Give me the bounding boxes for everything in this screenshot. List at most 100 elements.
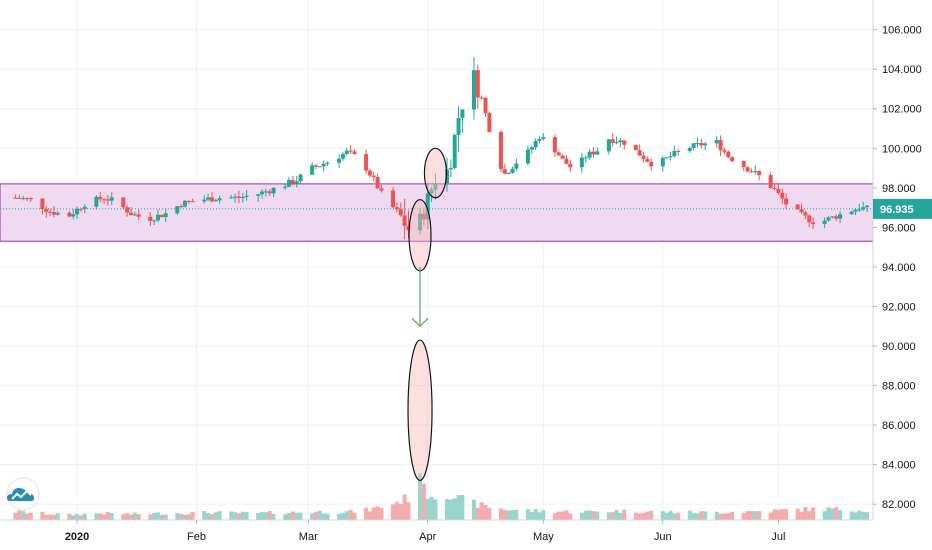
candle-body[interactable] [718, 140, 723, 151]
candle-body[interactable] [317, 166, 322, 168]
candle-body[interactable] [660, 158, 665, 167]
candle-body[interactable] [591, 151, 596, 155]
candle-body[interactable] [344, 150, 349, 154]
candle-body[interactable] [857, 209, 862, 211]
candle-body[interactable] [51, 212, 56, 215]
candle-body[interactable] [475, 70, 480, 98]
candle-body[interactable] [691, 143, 696, 149]
candle-body[interactable] [425, 193, 430, 220]
candle-body[interactable] [595, 151, 600, 155]
candle-body[interactable] [448, 168, 453, 170]
candle-body[interactable] [537, 139, 542, 141]
candle-body[interactable] [799, 209, 804, 213]
candle-body[interactable] [433, 183, 438, 190]
candle-body[interactable] [163, 213, 168, 218]
candle-body[interactable] [745, 167, 750, 172]
candle-body[interactable] [776, 188, 781, 193]
candle-body[interactable] [325, 162, 330, 164]
candle-body[interactable] [849, 211, 854, 215]
candle-body[interactable] [487, 113, 492, 132]
candle-body[interactable] [483, 97, 488, 114]
candle-body[interactable] [622, 140, 627, 145]
candle-body[interactable] [610, 139, 615, 143]
candle-body[interactable] [807, 215, 812, 223]
candle-body[interactable] [668, 156, 673, 158]
candle-body[interactable] [699, 143, 704, 146]
candle-body[interactable] [861, 207, 866, 210]
candle-body[interactable] [614, 142, 619, 144]
candle-body[interactable] [152, 220, 157, 222]
candle-body[interactable] [129, 212, 134, 216]
time-axis[interactable]: 2020 Feb Mar Apr May Jun Jul [0, 519, 873, 543]
candle-body[interactable] [294, 181, 299, 184]
candle-body[interactable] [506, 172, 511, 174]
candle-body[interactable] [398, 209, 403, 216]
candle-body[interactable] [379, 188, 384, 191]
candle-body[interactable] [429, 189, 434, 194]
candle-body[interactable] [510, 168, 515, 173]
candle-body[interactable] [267, 191, 272, 194]
candle-body[interactable] [229, 197, 234, 199]
candle-body[interactable] [132, 214, 137, 216]
candle-body[interactable] [830, 216, 835, 218]
candle-body[interactable] [633, 144, 638, 151]
candle-body[interactable] [703, 143, 708, 146]
candle-body[interactable] [352, 151, 357, 155]
candle-body[interactable] [155, 214, 160, 221]
candle-body[interactable] [402, 215, 407, 226]
candle-body[interactable] [418, 213, 423, 231]
candle-body[interactable] [190, 201, 195, 203]
candle-body[interactable] [136, 214, 141, 217]
candle-body[interactable] [202, 199, 207, 202]
candle-body[interactable] [741, 161, 746, 168]
candle-body[interactable] [179, 206, 184, 208]
candle-body[interactable] [445, 169, 449, 184]
candle-body[interactable] [364, 154, 369, 171]
candle-body[interactable] [564, 158, 569, 164]
down-arrow-head[interactable] [411, 317, 429, 328]
candle-body[interactable] [394, 207, 399, 210]
candle-body[interactable] [321, 163, 326, 167]
candle-body[interactable] [260, 191, 265, 195]
candle-body[interactable] [55, 212, 60, 215]
candle-body[interactable] [583, 157, 588, 159]
candle-body[interactable] [649, 161, 654, 167]
candle-body[interactable] [337, 158, 342, 163]
candle-body[interactable] [456, 117, 461, 136]
candle-body[interactable] [371, 175, 376, 178]
candle-body[interactable] [256, 194, 261, 196]
candle-body[interactable] [834, 216, 839, 219]
price-axis[interactable]: 82.000 84.000 86.000 88.000 90.000 92.000 94.0… [872, 0, 922, 520]
candle-body[interactable] [48, 211, 53, 213]
candle-body[interactable] [822, 220, 827, 225]
candle-body[interactable] [82, 206, 87, 210]
candle-body[interactable] [514, 163, 519, 169]
candle-body[interactable] [753, 171, 758, 173]
candle-body[interactable] [24, 198, 29, 200]
candle-body[interactable] [672, 150, 677, 157]
candle-body[interactable] [263, 191, 268, 193]
candle-body[interactable] [757, 171, 762, 176]
candle-body[interactable] [287, 179, 292, 187]
candle-body[interactable] [209, 197, 214, 202]
candle-body[interactable] [525, 149, 530, 164]
candle-body[interactable] [541, 137, 546, 140]
candle-body[interactable] [714, 140, 719, 144]
candle-body[interactable] [803, 212, 808, 216]
candle-body[interactable] [637, 150, 642, 156]
candle-body[interactable] [121, 197, 126, 208]
candle-body[interactable] [148, 216, 153, 221]
candle-body[interactable] [159, 214, 164, 218]
candle-body[interactable] [21, 198, 26, 200]
candle-body[interactable] [28, 198, 33, 200]
candle-body[interactable] [109, 197, 114, 201]
candle-body[interactable] [838, 214, 843, 219]
candle-body[interactable] [348, 150, 353, 152]
candle-body[interactable] [730, 157, 735, 162]
candle-body[interactable] [17, 197, 22, 199]
candle-body[interactable] [244, 195, 249, 197]
highlight-ellipse[interactable] [408, 199, 432, 272]
candle-body[interactable] [795, 204, 800, 210]
highlight-ellipse[interactable] [423, 147, 448, 199]
candle-body[interactable] [749, 171, 754, 173]
